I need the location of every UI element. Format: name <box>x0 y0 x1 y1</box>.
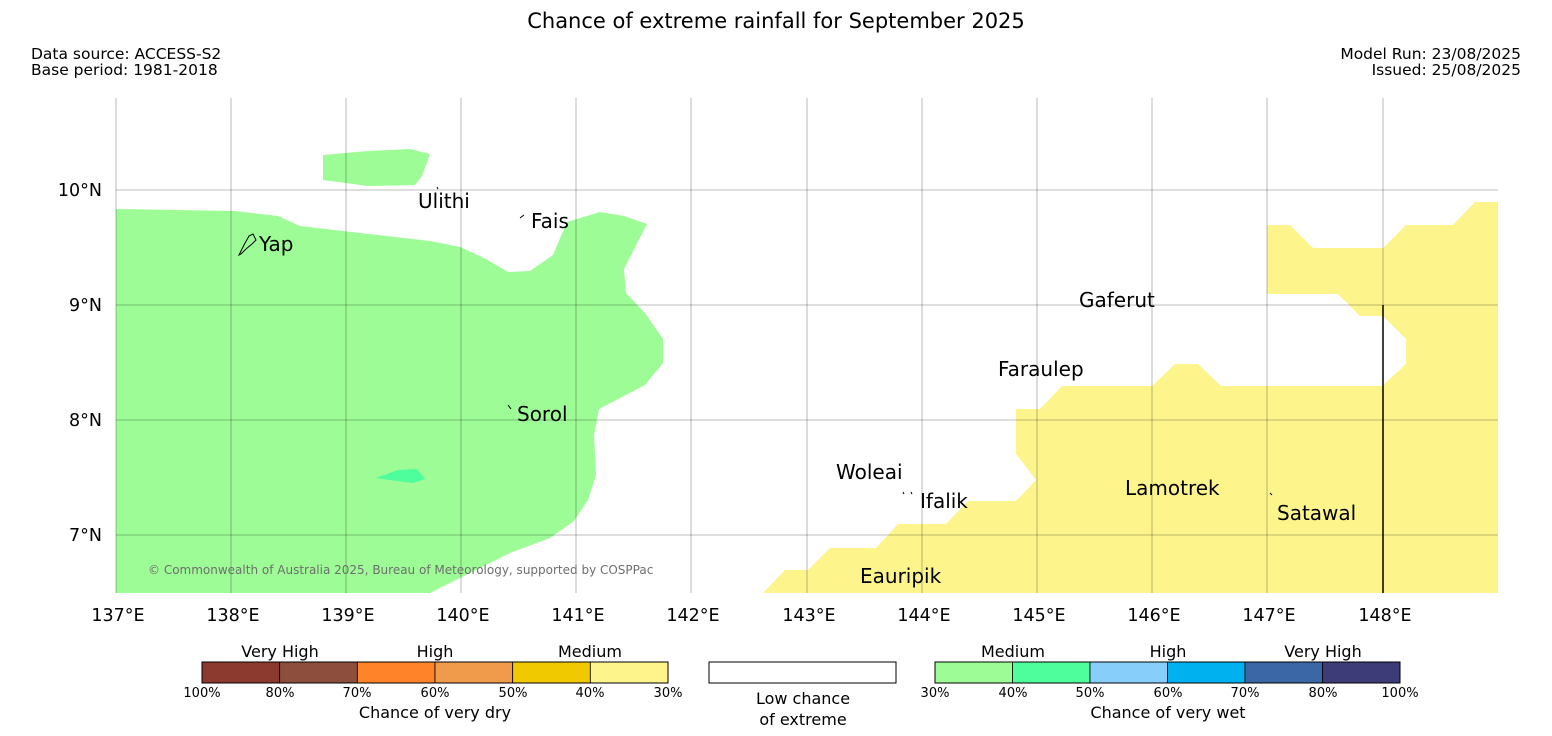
wet-colorbar-swatch <box>934 661 1013 684</box>
region-wet-medium-30-40 <box>116 209 663 593</box>
lon-tick-label: 146°E <box>1127 606 1180 626</box>
wet-colorbar-swatch <box>1322 661 1401 684</box>
island-marks <box>237 186 1273 496</box>
dry-colorbar-swatch <box>512 661 591 684</box>
dry-tick-label: 60% <box>421 686 450 701</box>
copyright-notice: © Commonwealth of Australia 2025, Bureau… <box>148 563 653 577</box>
place-label-ifalik: Ifalik <box>920 489 968 513</box>
meta-right: Model Run: 23/08/2025 Issued: 25/08/2025 <box>1340 46 1521 78</box>
wet-colorbar-swatch <box>1167 661 1246 684</box>
lon-tick-label: 141°E <box>551 606 604 626</box>
region-wet-medium-40-50 <box>376 469 425 483</box>
dry-colorbar-swatch <box>356 661 436 684</box>
wet-tick-label: 100% <box>1381 686 1418 701</box>
dry-colorbar-swatch <box>589 661 669 684</box>
ulithi-island-mark <box>436 186 439 190</box>
map-grid <box>115 98 1498 593</box>
legend-low-chance: Low chance of extreme <box>708 661 897 729</box>
dry-colorbar-swatch <box>201 661 281 684</box>
dry-level-label: Very High <box>241 642 318 661</box>
wet-level-label: High <box>1150 642 1187 661</box>
lon-tick-label: 147°E <box>1242 606 1295 626</box>
dry-tick-label: 50% <box>499 686 528 701</box>
wet-colorbar-label: Chance of very wet <box>1090 703 1245 722</box>
dry-tick-label: 30% <box>654 686 683 701</box>
place-label-faraulep: Faraulep <box>998 357 1084 381</box>
place-label-gaferut: Gaferut <box>1079 288 1155 312</box>
dry-level-label: High <box>417 642 454 661</box>
base-period-label: Base period: 1981-2018 <box>31 61 218 79</box>
dry-colorbar-swatch <box>434 661 514 684</box>
dry-tick-label: 70% <box>343 686 372 701</box>
dry-tick-label: 40% <box>576 686 605 701</box>
wet-colorbar <box>934 661 1401 684</box>
low-chance-label-line2: of extreme <box>759 710 846 729</box>
place-label-fais: Fais <box>531 209 569 233</box>
wet-tick-label: 70% <box>1231 686 1260 701</box>
lon-tick-label: 145°E <box>1012 606 1065 626</box>
place-label-satawal: Satawal <box>1277 501 1356 525</box>
meta-left: Data source: ACCESS-S2 Base period: 1981… <box>31 46 221 78</box>
place-label-lamotrek: Lamotrek <box>1125 476 1220 500</box>
dry-tick-label: 100% <box>183 686 220 701</box>
model-run-label: Model Run: 23/08/2025 <box>1340 45 1521 63</box>
wet-tick-label: 30% <box>921 686 950 701</box>
lon-tick-label: 138°E <box>206 606 259 626</box>
region-wet-medium-30-40-north <box>323 149 430 186</box>
wet-tick-label: 40% <box>999 686 1028 701</box>
place-labels: Ulithi Fais Yap Gaferut Faraulep Sorol W… <box>258 189 1356 588</box>
lon-tick-label: 148°E <box>1358 606 1411 626</box>
forecast-regions <box>116 149 1498 593</box>
lat-tick-label: 8°N <box>69 411 102 431</box>
dry-level-label: Medium <box>558 642 622 661</box>
dry-colorbar <box>201 661 669 684</box>
lon-tick-label: 140°E <box>436 606 489 626</box>
yap-island-outline <box>237 233 257 257</box>
issued-label: Issued: 25/08/2025 <box>1371 61 1521 79</box>
lon-tick-label: 143°E <box>782 606 835 626</box>
lon-tick-label: 139°E <box>321 606 374 626</box>
place-label-ulithi: Ulithi <box>418 189 470 213</box>
region-dry-medium-30-40 <box>763 202 1498 593</box>
wet-tick-label: 80% <box>1309 686 1338 701</box>
wet-tick-label: 50% <box>1076 686 1105 701</box>
lat-tick-label: 10°N <box>58 181 102 201</box>
place-label-sorol: Sorol <box>517 402 568 426</box>
wet-tick-label: 60% <box>1154 686 1183 701</box>
ifalik-island-mark <box>902 491 913 495</box>
wet-colorbar-swatch <box>1089 661 1168 684</box>
fais-island-mark <box>519 214 525 219</box>
legend-dry: Very High High Medium 100% 80% 70% 60% 5… <box>183 642 682 722</box>
sorol-island-mark <box>507 404 512 410</box>
wet-colorbar-swatch <box>1244 661 1323 684</box>
dry-colorbar-label: Chance of very dry <box>359 703 511 722</box>
lat-axis: 10°N 9°N 8°N 7°N <box>58 181 102 546</box>
lat-tick-label: 7°N <box>69 526 102 546</box>
place-label-woleai: Woleai <box>836 460 903 484</box>
lon-tick-label: 144°E <box>897 606 950 626</box>
place-label-yap: Yap <box>258 232 293 256</box>
lon-tick-label: 137°E <box>91 606 144 626</box>
dry-tick-label: 80% <box>266 686 295 701</box>
lat-tick-label: 9°N <box>69 296 102 316</box>
lon-axis: 137°E 138°E 139°E 140°E 141°E 142°E 143°… <box>91 606 1411 626</box>
dry-colorbar-swatch <box>279 661 358 684</box>
lon-tick-label: 142°E <box>666 606 719 626</box>
wet-level-label: Medium <box>981 642 1045 661</box>
place-label-eauripik: Eauripik <box>860 564 942 588</box>
wet-level-label: Very High <box>1284 642 1361 661</box>
legend-wet: Medium High Very High 30% 40% 50% 60% 70… <box>921 642 1419 722</box>
data-source-label: Data source: ACCESS-S2 <box>31 45 222 63</box>
wet-colorbar-swatch <box>1012 661 1091 684</box>
low-chance-swatch <box>708 661 897 684</box>
satawal-island-mark <box>1269 492 1273 496</box>
low-chance-label-line1: Low chance <box>756 689 850 708</box>
chart-title: Chance of extreme rainfall for September… <box>527 9 1025 33</box>
